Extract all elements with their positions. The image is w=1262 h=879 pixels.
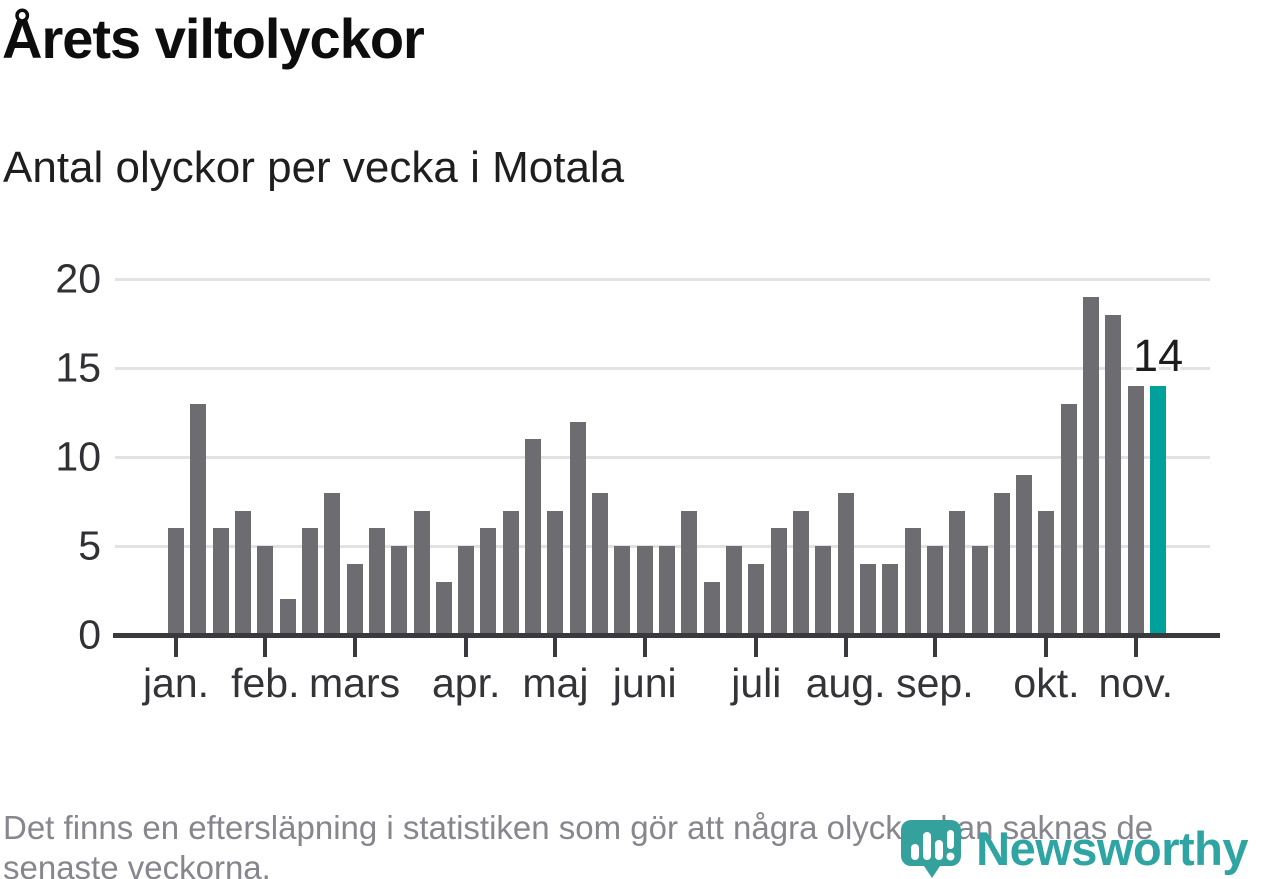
x-tick-apr	[464, 637, 469, 657]
bar-week-29	[792, 510, 809, 635]
bar-week-45	[1150, 386, 1167, 635]
bar-week-42	[1083, 297, 1100, 635]
bar-week-23	[659, 546, 676, 635]
bar-week-36	[949, 510, 966, 635]
bar-week-8	[324, 492, 341, 635]
bar-week-27	[748, 563, 765, 635]
highlight-value-label: 14	[1133, 330, 1184, 382]
newsworthy-logo: Newsworthy	[900, 817, 1248, 879]
bar-week-4	[234, 510, 251, 635]
bar-week-30	[815, 546, 832, 635]
bar-week-20	[592, 492, 609, 635]
x-label-okt: okt.	[1013, 660, 1080, 706]
x-label-apr: apr.	[431, 660, 501, 706]
bar-week-35	[926, 546, 943, 635]
x-label-juni: juni	[612, 660, 677, 706]
y-axis-label-5: 5	[78, 522, 101, 569]
bar-week-32	[859, 563, 876, 635]
x-tick-juli	[754, 637, 759, 657]
x-label-juli: juli	[731, 660, 782, 706]
newsworthy-logo-icon	[901, 820, 962, 878]
bar-week-6	[279, 599, 296, 635]
bar-week-38	[993, 492, 1010, 635]
y-axis-label-10: 10	[55, 433, 101, 480]
bar-week-39	[1016, 474, 1033, 635]
x-tick-jan	[174, 637, 178, 657]
bar-week-13	[435, 581, 452, 635]
x-tick-aug	[843, 637, 848, 657]
x-label-feb: feb.	[231, 660, 300, 706]
chart-subtitle: Antal olyckor per vecka i Motala	[3, 143, 625, 192]
x-tick-juni	[642, 637, 647, 657]
bar-week-28	[770, 528, 787, 635]
bar-week-14	[458, 546, 475, 635]
y-axis-label-0: 0	[78, 611, 101, 658]
bar-week-11	[391, 546, 408, 635]
bar-week-10	[368, 528, 385, 635]
bar-week-37	[971, 546, 988, 635]
bar-week-7	[301, 528, 318, 635]
x-axis-line	[113, 633, 1220, 638]
bar-week-9	[346, 563, 363, 635]
x-label-sep: sep.	[896, 660, 974, 706]
x-label-maj: maj	[522, 660, 589, 706]
bar-week-25	[703, 581, 720, 635]
gridline-10	[115, 455, 1210, 459]
footnote: Det finns en eftersläpning i statistiken…	[3, 809, 1154, 879]
bar-week-5	[257, 546, 274, 635]
bar-week-2	[190, 403, 207, 635]
bar-week-40	[1038, 510, 1055, 635]
bar-week-15	[480, 528, 497, 635]
bar-week-17	[525, 439, 542, 635]
page-title: Årets viltolyckor	[2, 7, 425, 70]
bar-week-1	[168, 528, 184, 635]
gridline-20	[115, 277, 1210, 281]
x-label-nov: nov.	[1098, 660, 1173, 706]
bar-week-31	[837, 492, 854, 635]
bar-week-24	[681, 510, 698, 635]
x-tick-feb	[263, 637, 268, 657]
newsworthy-wordmark: Newsworthy	[976, 821, 1248, 875]
x-tick-sep	[932, 637, 937, 657]
x-label-jan: jan.	[142, 660, 210, 706]
x-tick-maj	[553, 637, 558, 657]
x-label-mars: mars	[308, 660, 401, 706]
bar-week-19	[569, 421, 586, 635]
y-axis-label-20: 20	[55, 255, 101, 302]
bar-week-43	[1105, 314, 1122, 635]
x-tick-nov	[1133, 637, 1138, 657]
bar-week-44	[1127, 386, 1144, 635]
bar-week-18	[547, 510, 564, 635]
x-tick-mars	[352, 637, 357, 657]
bar-week-12	[413, 510, 430, 635]
x-tick-okt	[1044, 637, 1049, 657]
x-label-aug: aug.	[805, 660, 886, 706]
bar-week-22	[636, 546, 653, 635]
bar-week-26	[726, 546, 742, 635]
bar-week-21	[614, 546, 631, 635]
bar-week-3	[212, 528, 229, 635]
bar-week-34	[904, 528, 921, 635]
bar-week-16	[502, 510, 519, 635]
bar-week-33	[882, 563, 899, 635]
y-axis-label-15: 15	[55, 344, 101, 391]
bar-week-41	[1060, 403, 1077, 635]
gridline-15	[115, 366, 1210, 370]
